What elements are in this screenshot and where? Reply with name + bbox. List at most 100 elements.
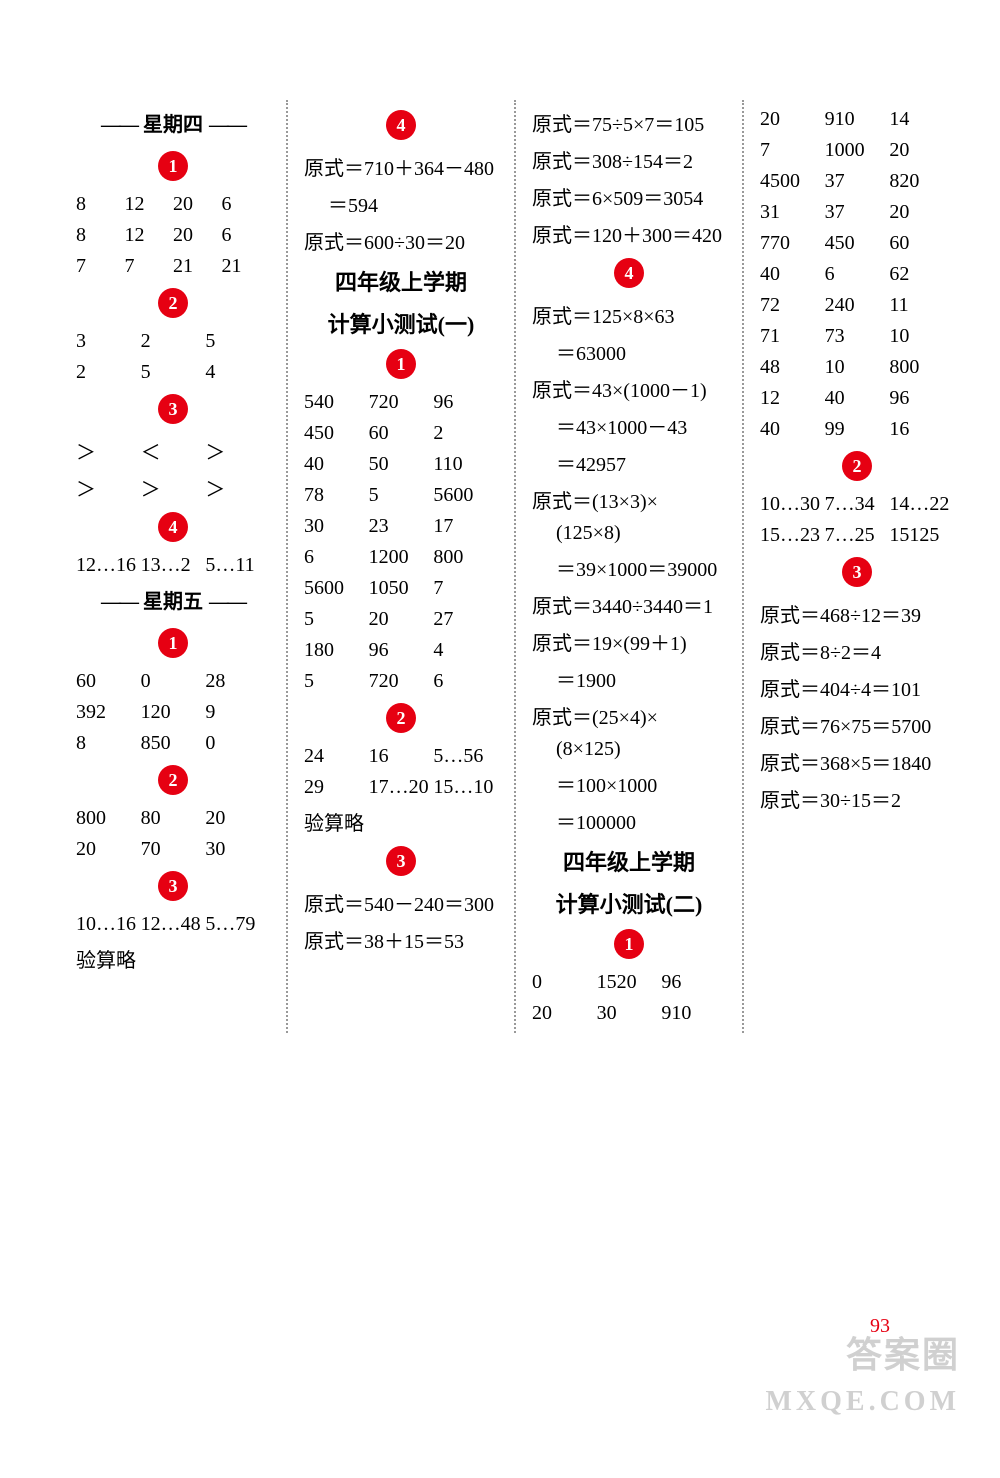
expr: 原式＝710＋364－480 (300, 152, 502, 181)
column-4: 2091014 7100020 450037820 313720 7704506… (744, 100, 970, 1033)
row: 57206 (300, 670, 502, 693)
row: 2030910 (528, 1002, 730, 1025)
row: 124096 (756, 387, 958, 410)
badge-1: 1 (158, 151, 188, 181)
expr: 原式＝600÷30＝20 (300, 226, 502, 255)
row: 302317 (300, 515, 502, 538)
test-title-a: 四年级上学期 (300, 265, 502, 297)
expr: 原式＝3440÷3440＝1 (528, 590, 730, 619)
row: 313720 (756, 201, 958, 224)
expr: 原式＝76×75＝5700 (756, 710, 958, 739)
badge-3: 3 (158, 394, 188, 424)
row: 812206 (72, 224, 274, 247)
row: 12…1613…25…11 (72, 554, 274, 577)
expr: 原式＝19×(99＋1) (528, 627, 730, 656)
row: 52027 (300, 608, 502, 631)
badge-1: 1 (614, 929, 644, 959)
badge-3: 3 (842, 557, 872, 587)
row: 3921209 (72, 701, 274, 724)
row: 560010507 (300, 577, 502, 600)
row: 15…237…2515125 (756, 524, 958, 547)
row: 772121 (72, 255, 274, 278)
row: 450037820 (756, 170, 958, 193)
expr: (125×8) (528, 522, 730, 545)
expr: 原式＝468÷12＝39 (756, 599, 958, 628)
expr: ＝42957 (528, 448, 730, 477)
expr: 原式＝540－240＝300 (300, 888, 502, 917)
expr: 原式＝43×(1000－1) (528, 374, 730, 403)
badge-3: 3 (386, 846, 416, 876)
row: 325 (72, 330, 274, 353)
row: 2917…2015…10 (300, 776, 502, 799)
expr: (8×125) (528, 738, 730, 761)
row: 254 (72, 361, 274, 384)
heading-friday: 星期五 (72, 585, 274, 614)
row: 0152096 (528, 971, 730, 994)
row: 24165…56 (300, 745, 502, 768)
badge-2: 2 (842, 451, 872, 481)
expr: 原式＝(25×4)× (528, 701, 730, 730)
row: 7224011 (756, 294, 958, 317)
column-1: 星期四 1 812206 812206 772121 2 325 254 3 ＞… (60, 100, 288, 1033)
expr: 原式＝75÷5×7＝105 (528, 108, 730, 137)
row: 7100020 (756, 139, 958, 162)
row: 450602 (300, 422, 502, 445)
verify-note: 验算略 (72, 944, 274, 973)
row: 60028 (72, 670, 274, 693)
row: 207030 (72, 838, 274, 861)
watermark-text: 答案圈 (846, 1326, 960, 1378)
row: 180964 (300, 639, 502, 662)
expr: 原式＝6×509＝3054 (528, 182, 730, 211)
badge-1: 1 (386, 349, 416, 379)
badge-2: 2 (158, 288, 188, 318)
expr: ＝39×1000＝39000 (528, 553, 730, 582)
page-columns: 星期四 1 812206 812206 772121 2 325 254 3 ＞… (0, 0, 1000, 1063)
row: 77045060 (756, 232, 958, 255)
expr: 原式＝308÷154＝2 (528, 145, 730, 174)
row: 4810800 (756, 356, 958, 379)
test2-title-a: 四年级上学期 (528, 845, 730, 877)
expr: 原式＝8÷2＝4 (756, 636, 958, 665)
watermark-url: MXQE.COM (765, 1386, 960, 1418)
badge-3b: 3 (158, 871, 188, 901)
expr: 原式＝125×8×63 (528, 300, 730, 329)
row: 61200800 (300, 546, 502, 569)
row: 10…307…3414…22 (756, 493, 958, 516)
row: 10…1612…485…79 (72, 913, 274, 936)
expr: ＝1900 (528, 664, 730, 693)
row: 8008020 (72, 807, 274, 830)
expr: ＝63000 (528, 337, 730, 366)
test-title-b: 计算小测试(一) (300, 307, 502, 339)
row: 54072096 (300, 391, 502, 414)
badge-4: 4 (386, 110, 416, 140)
expr: 原式＝(13×3)× (528, 485, 730, 514)
badge-4: 4 (614, 258, 644, 288)
heading-thursday: 星期四 (72, 108, 274, 137)
expr: 原式＝30÷15＝2 (756, 784, 958, 813)
row: 40662 (756, 263, 958, 286)
row: 409916 (756, 418, 958, 441)
badge-2: 2 (386, 703, 416, 733)
badge-1b: 1 (158, 628, 188, 658)
column-3: 原式＝75÷5×7＝105 原式＝308÷154＝2 原式＝6×509＝3054… (516, 100, 744, 1033)
row: 717310 (756, 325, 958, 348)
row: 812206 (72, 193, 274, 216)
column-2: 4 原式＝710＋364－480 ＝594 原式＝600÷30＝20 四年级上学… (288, 100, 516, 1033)
expr: ＝43×1000－43 (528, 411, 730, 440)
badge-4: 4 (158, 512, 188, 542)
row: 2091014 (756, 108, 958, 131)
expr: ＝100×1000 (528, 769, 730, 798)
row: ＞＞＞ (72, 473, 274, 502)
expr: 原式＝404÷4＝101 (756, 673, 958, 702)
row: 4050110 (300, 453, 502, 476)
expr: ＝100000 (528, 806, 730, 835)
expr: 原式＝38＋15＝53 (300, 925, 502, 954)
expr: 原式＝120＋300＝420 (528, 219, 730, 248)
verify-note: 验算略 (300, 807, 502, 836)
badge-2b: 2 (158, 765, 188, 795)
row: 7855600 (300, 484, 502, 507)
expr: 原式＝368×5＝1840 (756, 747, 958, 776)
row: ＞＜＞ (72, 436, 274, 465)
row: 88500 (72, 732, 274, 755)
test2-title-b: 计算小测试(二) (528, 887, 730, 919)
